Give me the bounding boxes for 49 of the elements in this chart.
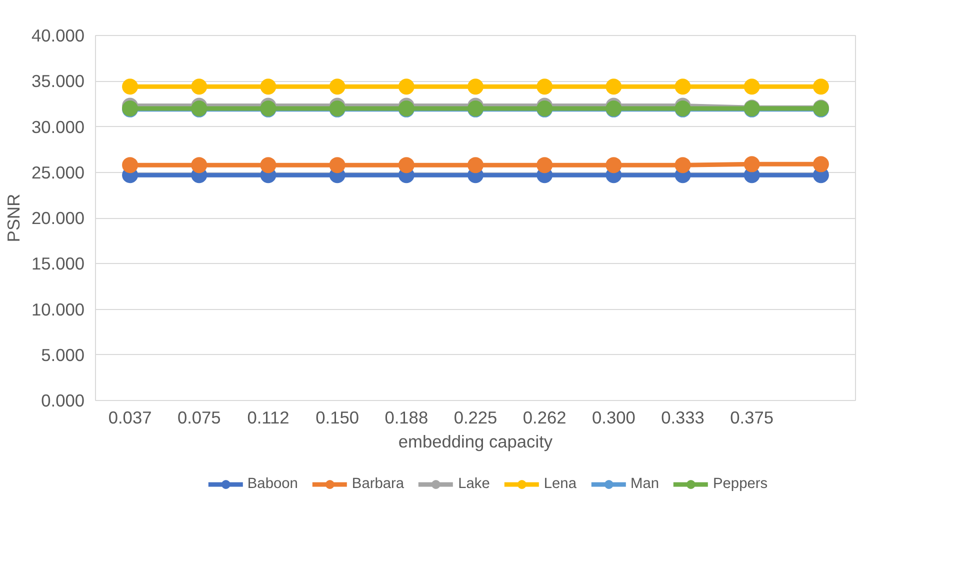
- point: [398, 157, 414, 174]
- y-tick-label: 5.000: [41, 344, 85, 365]
- point: [122, 78, 138, 95]
- legend-label: Lena: [544, 476, 576, 492]
- x-tick-label: 0.075: [177, 408, 221, 428]
- point: [536, 78, 553, 95]
- y-tick-label: 20.000: [32, 208, 84, 228]
- x-tick-label: 0.300: [592, 408, 636, 428]
- point: [468, 157, 484, 174]
- x-axis-title: embedding capacity: [398, 432, 553, 452]
- y-tick-label: 40.000: [32, 26, 84, 46]
- x-tick-label: 0.375: [730, 408, 774, 428]
- legend-label: Baboon: [247, 476, 298, 492]
- legend-label: Man: [630, 476, 660, 492]
- point: [606, 157, 622, 174]
- x-tick-label: 0.225: [454, 408, 498, 428]
- point: [536, 157, 553, 174]
- legend-label: Barbara: [352, 476, 404, 492]
- point: [606, 78, 622, 95]
- legend-label: Lake: [458, 476, 490, 492]
- x-tick-label: 0.188: [384, 408, 428, 428]
- x-tick-label: 0.150: [316, 408, 360, 428]
- y-tick-label: 35.000: [32, 71, 84, 92]
- point: [674, 157, 691, 174]
- point: [191, 78, 208, 95]
- x-tick-label: 0.037: [108, 408, 152, 428]
- x-tick-label: 0.333: [661, 408, 704, 428]
- point: [812, 78, 829, 95]
- point: [744, 78, 760, 95]
- point: [329, 157, 346, 174]
- legend-label: Peppers: [713, 476, 768, 492]
- point: [744, 156, 760, 172]
- y-tick-label: 10.000: [32, 299, 84, 320]
- x-tick-label: 0.112: [247, 408, 290, 428]
- point: [812, 156, 829, 172]
- x-tick-label: 0.262: [522, 408, 566, 428]
- y-axis-title: PSNR: [4, 194, 24, 242]
- point: [122, 157, 138, 174]
- y-tick-label: 25.000: [32, 162, 84, 182]
- y-tick-label: 0.000: [41, 390, 85, 410]
- point: [674, 78, 691, 95]
- point: [468, 78, 484, 95]
- point: [260, 78, 276, 95]
- point: [191, 157, 208, 174]
- point: [260, 157, 276, 174]
- y-tick-label: 15.000: [32, 254, 84, 274]
- point: [398, 78, 414, 95]
- y-tick-label: 30.000: [32, 116, 84, 137]
- point: [329, 78, 346, 95]
